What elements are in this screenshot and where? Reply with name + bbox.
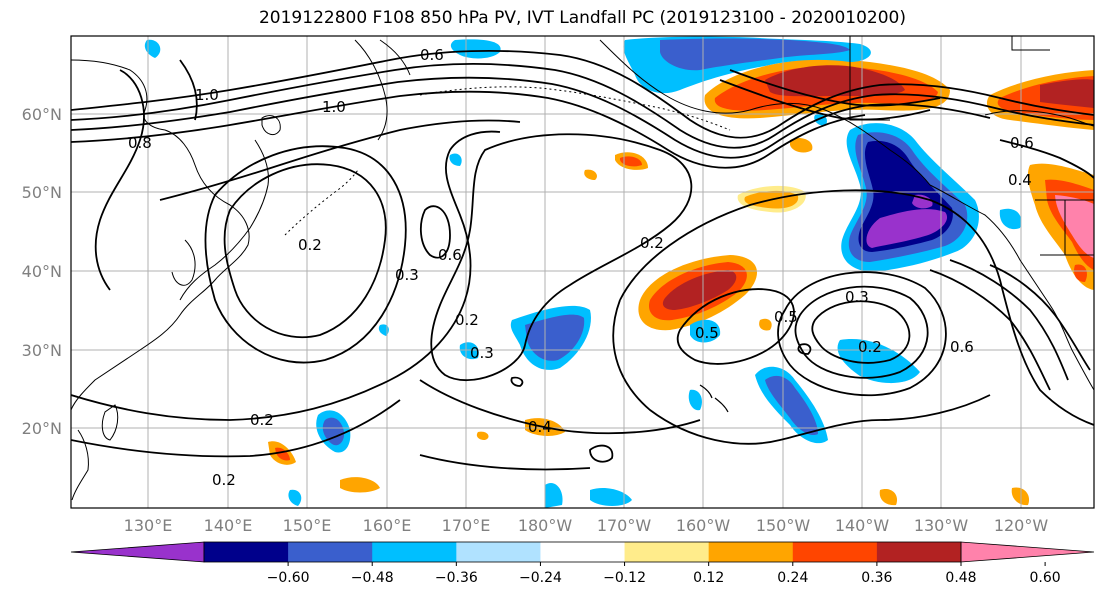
lon-label: 130°E (124, 516, 173, 535)
contour-label: 0.6 (438, 246, 462, 264)
lon-label: 130°W (914, 516, 969, 535)
lon-label: 150°E (283, 516, 332, 535)
contour-label: 0.2 (858, 338, 882, 356)
coastlines (71, 36, 1094, 501)
colorbar-segment (876, 542, 962, 562)
colorbar-tick-label: −0.12 (603, 570, 646, 586)
ivt-shading (144, 36, 1094, 508)
lon-label: 160°E (363, 516, 412, 535)
colorbar-tick-label: −0.48 (351, 570, 394, 586)
colorbar-tick-label: 0.36 (861, 570, 892, 586)
lon-label: 140°E (204, 516, 253, 535)
colorbar-segment (204, 542, 289, 562)
colorbar-tick-label: −0.36 (435, 570, 478, 586)
lon-label: 180°W (518, 516, 573, 535)
colorbar-segment (372, 542, 457, 562)
contour-label: 0.2 (455, 311, 479, 329)
map-title: 2019122800 F108 850 hPa PV, IVT Landfall… (258, 8, 906, 28)
contour-label: 0.5 (695, 324, 719, 342)
colorbar-segment (624, 542, 710, 562)
map-border (70, 35, 1095, 509)
colorbar-tick-label: 0.60 (1030, 570, 1061, 586)
lat-label-40n: 40°N (22, 262, 62, 281)
lat-label-60n: 60°N (22, 105, 62, 124)
lat-label-50n: 50°N (22, 183, 62, 202)
contour-label: 1.0 (322, 98, 346, 116)
contour-label: 1.0 (195, 86, 219, 104)
lon-label: 120°W (994, 516, 1049, 535)
lat-label-20n: 20°N (22, 419, 62, 438)
contour-label: 0.5 (774, 308, 798, 326)
contour-label: 0.3 (470, 344, 494, 362)
contour-label: 0.6 (1010, 134, 1034, 152)
contour-label: 0.8 (128, 134, 152, 152)
contour-label: 0.6 (950, 338, 974, 356)
lon-label: 170°E (442, 516, 491, 535)
map-area (71, 36, 1094, 508)
lon-label: 140°W (835, 516, 890, 535)
colorbar-tick-label: 0.12 (693, 570, 724, 586)
colorbar: −0.60 −0.48 −0.36 −0.24 −0.12 0.12 0.24 0.36 0.4… (70, 541, 1095, 586)
colorbar-segment (288, 542, 373, 562)
lon-label: 150°W (756, 516, 811, 535)
colorbar-segment (540, 542, 626, 562)
contour-labels: 0.2 0.2 0.2 0.2 0.2 0.3 0.3 0.3 0.4 0.5 … (128, 46, 1034, 489)
latitude-labels: 60°N 50°N 40°N 30°N 20°N (22, 105, 62, 438)
colorbar-tick-label: 0.48 (945, 570, 976, 586)
lon-label: 170°W (597, 516, 652, 535)
contour-label: 0.3 (395, 266, 419, 284)
pv-contours (71, 49, 1094, 471)
contour-label: 0.2 (250, 411, 274, 429)
contour-label: 0.6 (420, 46, 444, 64)
colorbar-tick-label: 0.24 (777, 570, 808, 586)
lat-label-30n: 30°N (22, 341, 62, 360)
contour-label: 0.4 (1008, 171, 1032, 189)
contour-label: 0.2 (212, 471, 236, 489)
colorbar-extension-low (70, 541, 205, 563)
contour-label: 0.4 (528, 418, 552, 436)
colorbar-extension-high (960, 541, 1095, 563)
contour-label: 0.3 (845, 288, 869, 306)
colorbar-tick-label: −0.60 (267, 570, 310, 586)
colorbar-segment (708, 542, 794, 562)
contour-label: 0.2 (640, 234, 664, 252)
colorbar-tick-label: −0.24 (519, 570, 562, 586)
colorbar-segment (456, 542, 541, 562)
longitude-labels: 130°E 140°E 150°E 160°E 170°E 180°W 170°… (124, 516, 1049, 535)
colorbar-outline (203, 541, 962, 563)
lon-label: 160°W (676, 516, 731, 535)
contour-label: 0.2 (298, 236, 322, 254)
colorbar-segment (792, 542, 878, 562)
